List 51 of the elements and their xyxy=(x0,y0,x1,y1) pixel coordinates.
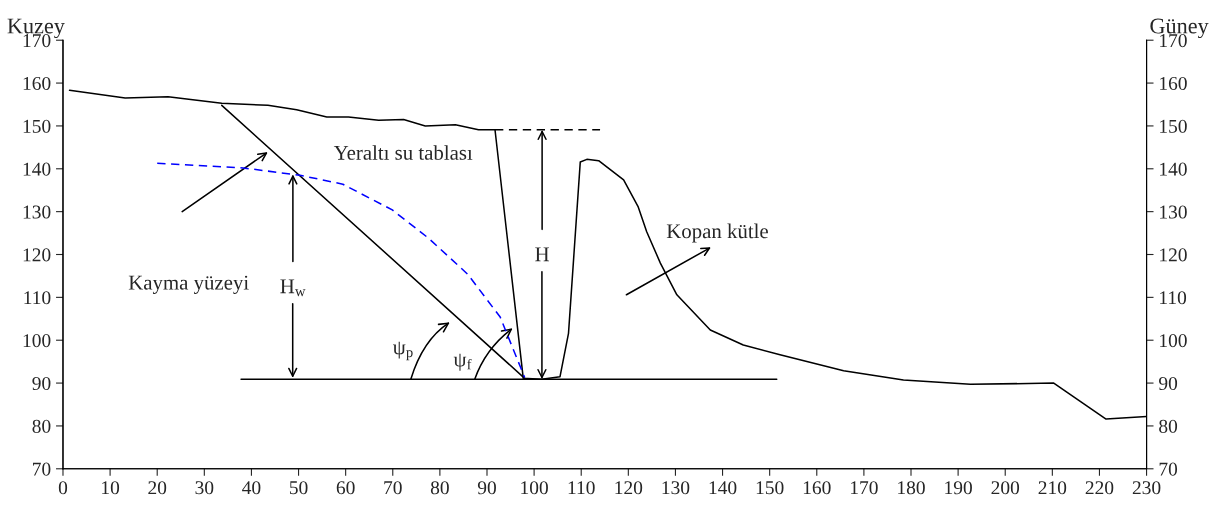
y2-tick-label: 120 xyxy=(1160,248,1187,262)
annotation: H$_{w}$ xyxy=(280,279,306,297)
x-tick-label: 140 xyxy=(709,481,737,495)
y-tick-label: 80 xyxy=(32,419,51,433)
y2-tick-label: 160 xyxy=(1160,76,1187,91)
x-tick-label: 210 xyxy=(1038,481,1067,495)
y-tick-label: 140 xyxy=(23,162,51,176)
y2-tick-label: 150 xyxy=(1160,119,1187,133)
x-tick-label: 110 xyxy=(568,481,595,495)
annotation: ψ$_{f}$ xyxy=(453,353,472,371)
x-tick-label: 40 xyxy=(242,481,261,495)
x-tick-label: 190 xyxy=(945,481,972,495)
y-tick-label: 70 xyxy=(33,462,51,476)
y-tick-label: 150 xyxy=(23,119,51,133)
x-tick-label: 100 xyxy=(521,481,548,495)
x-tick-label: 60 xyxy=(336,481,355,495)
y2-tick-label: 90 xyxy=(1158,376,1178,391)
y-tick-label: 90 xyxy=(32,376,51,391)
y-tick-label: 110 xyxy=(24,291,51,305)
x-tick-label: 70 xyxy=(384,481,402,495)
annotation: ψ$_{p}$ xyxy=(392,341,413,361)
x-tick-label: 0 xyxy=(58,481,68,495)
y2-tick-label: 70 xyxy=(1159,462,1178,476)
annotation: Kayma yüzeyi xyxy=(128,275,249,294)
y2-tick-label: 80 xyxy=(1159,419,1178,433)
y2-tick-label: 140 xyxy=(1160,162,1187,176)
y2-tick-label: 100 xyxy=(1160,334,1187,348)
y-tick-label: 120 xyxy=(23,248,51,262)
y-tick-label: 130 xyxy=(23,205,51,219)
x-tick-label: 170 xyxy=(851,481,878,495)
x-tick-label: 230 xyxy=(1132,481,1161,495)
x-tick-label: 180 xyxy=(898,481,925,495)
annotation: Kopan kütle xyxy=(666,223,768,243)
y-tick-label: 160 xyxy=(23,76,51,91)
x-tick-label: 150 xyxy=(756,481,784,495)
x-tick-label: 120 xyxy=(615,481,643,495)
x-tick-label: 30 xyxy=(195,481,214,495)
x-tick-label: 80 xyxy=(430,481,449,495)
y-tick-label: 100 xyxy=(23,334,51,348)
annotation: H xyxy=(535,247,550,262)
y2-tick-label: 130 xyxy=(1160,205,1187,219)
annotation: Yeraltı su tablası xyxy=(333,145,473,160)
x-tick-label: 50 xyxy=(289,481,308,495)
x-tick-label: 90 xyxy=(477,481,496,495)
x-tick-label: 200 xyxy=(991,481,1020,495)
x-tick-label: 130 xyxy=(662,481,690,495)
x-tick-label: 10 xyxy=(102,481,120,495)
x-tick-label: 220 xyxy=(1085,481,1114,495)
x-tick-label: 20 xyxy=(148,481,167,495)
x-tick-label: 160 xyxy=(803,481,831,495)
y2-tick-label: 110 xyxy=(1160,291,1187,305)
